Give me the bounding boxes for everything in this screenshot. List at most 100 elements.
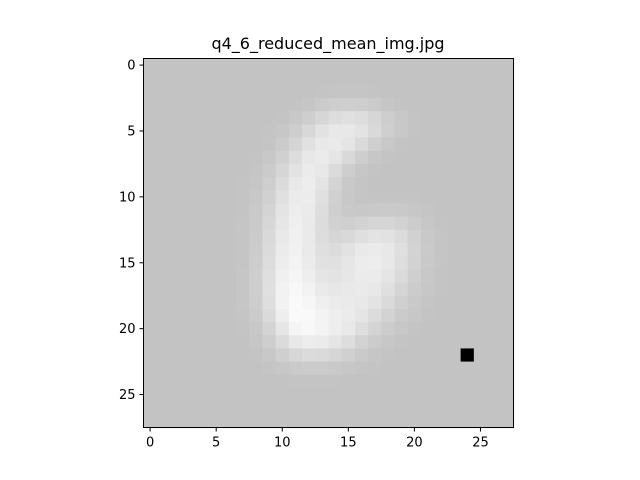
pixel-cell bbox=[460, 98, 475, 112]
pixel-cell bbox=[315, 282, 330, 297]
pixel-cell bbox=[275, 177, 290, 191]
pixel-cell bbox=[341, 322, 356, 336]
pixel-cell bbox=[183, 150, 197, 165]
pixel-cell bbox=[262, 322, 277, 336]
pixel-cell bbox=[473, 203, 488, 218]
y-tick-label: 10 bbox=[119, 190, 136, 205]
pixel-cell bbox=[394, 374, 409, 389]
pixel-cell bbox=[368, 308, 382, 323]
pixel-cell bbox=[421, 335, 435, 350]
pixel-cell bbox=[249, 177, 264, 191]
pixel-cell bbox=[394, 216, 409, 231]
pixel-cell bbox=[487, 322, 501, 336]
pixel-cell bbox=[394, 243, 409, 257]
pixel-cell bbox=[487, 58, 501, 73]
pixel-cell bbox=[302, 295, 316, 310]
pixel-cell bbox=[262, 84, 277, 99]
pixel-cell bbox=[434, 401, 449, 415]
pixel-cell bbox=[315, 111, 330, 125]
pixel-cell bbox=[328, 229, 343, 244]
pixel-cell bbox=[262, 216, 277, 231]
pixel-cell bbox=[328, 111, 343, 125]
pixel-cell bbox=[447, 401, 462, 415]
pixel-cell bbox=[222, 335, 237, 350]
pixel-cell bbox=[315, 71, 330, 86]
pixel-cell bbox=[183, 282, 197, 297]
pixel-cell bbox=[156, 58, 171, 73]
pixel-cell bbox=[460, 216, 475, 231]
pixel-cell bbox=[473, 111, 488, 125]
pixel-cell bbox=[196, 269, 211, 284]
pixel-cell bbox=[394, 269, 409, 284]
pixel-cell bbox=[421, 216, 435, 231]
pixel-cell bbox=[341, 269, 356, 284]
pixel-cell bbox=[183, 137, 197, 152]
pixel-cell bbox=[262, 190, 277, 205]
pixel-cell bbox=[222, 58, 237, 73]
pixel-cell bbox=[302, 124, 316, 139]
pixel-cell bbox=[302, 348, 316, 363]
pixel-cell bbox=[381, 84, 396, 99]
pixel-cell bbox=[473, 335, 488, 350]
pixel-cell bbox=[156, 163, 171, 178]
pixel-cell bbox=[407, 322, 422, 336]
pixel-cell bbox=[222, 387, 237, 402]
pixel-cell bbox=[487, 177, 501, 191]
pixel-cell bbox=[368, 295, 382, 310]
pixel-cell bbox=[196, 295, 211, 310]
pixel-cell bbox=[434, 387, 449, 402]
pixel-cell bbox=[196, 387, 211, 402]
pixel-cell bbox=[275, 203, 290, 218]
pixel-cell bbox=[183, 335, 197, 350]
pixel-cell bbox=[143, 216, 158, 231]
pixel-cell bbox=[487, 71, 501, 86]
pixel-cell bbox=[328, 308, 343, 323]
pixel-cell bbox=[209, 137, 224, 152]
pixel-cell bbox=[249, 374, 264, 389]
pixel-cell bbox=[354, 374, 369, 389]
pixel-cell bbox=[249, 322, 264, 336]
pixel-cell bbox=[209, 374, 224, 389]
pixel-cell bbox=[262, 163, 277, 178]
pixel-cell bbox=[236, 111, 250, 125]
pixel-cell bbox=[368, 71, 382, 86]
pixel-cell bbox=[183, 177, 197, 191]
pixel-cell bbox=[156, 269, 171, 284]
pixel-cell bbox=[169, 374, 184, 389]
pixel-cell bbox=[381, 374, 396, 389]
pixel-cell bbox=[447, 150, 462, 165]
pixel-cell bbox=[447, 414, 462, 429]
pixel-cell bbox=[500, 414, 515, 429]
pixel-cell bbox=[169, 269, 184, 284]
pixel-cell bbox=[249, 137, 264, 152]
pixel-cell bbox=[275, 322, 290, 336]
pixel-cell bbox=[407, 256, 422, 270]
pixel-cell bbox=[169, 348, 184, 363]
pixel-cell bbox=[169, 414, 184, 429]
pixel-cell bbox=[156, 243, 171, 257]
pixel-cell bbox=[421, 190, 435, 205]
x-tick-label: 10 bbox=[274, 436, 291, 451]
pixel-cell bbox=[394, 137, 409, 152]
pixel-cell bbox=[407, 177, 422, 191]
pixel-cell bbox=[500, 308, 515, 323]
pixel-cell bbox=[421, 322, 435, 336]
pixel-cell bbox=[500, 295, 515, 310]
pixel-cell bbox=[288, 98, 303, 112]
pixel-cell bbox=[341, 308, 356, 323]
pixel-cell bbox=[407, 308, 422, 323]
pixel-cell bbox=[394, 387, 409, 402]
pixel-cell bbox=[447, 111, 462, 125]
pixel-cell bbox=[328, 163, 343, 178]
pixel-cell bbox=[341, 243, 356, 257]
pixel-cell bbox=[156, 216, 171, 231]
pixel-cell bbox=[302, 216, 316, 231]
pixel-cell bbox=[394, 150, 409, 165]
pixel-cell bbox=[421, 387, 435, 402]
pixel-cell bbox=[183, 374, 197, 389]
pixel-cell bbox=[434, 71, 449, 86]
pixel-cell bbox=[500, 203, 515, 218]
pixel-cell bbox=[500, 401, 515, 415]
pixel-cell bbox=[368, 203, 382, 218]
pixel-cell bbox=[354, 124, 369, 139]
